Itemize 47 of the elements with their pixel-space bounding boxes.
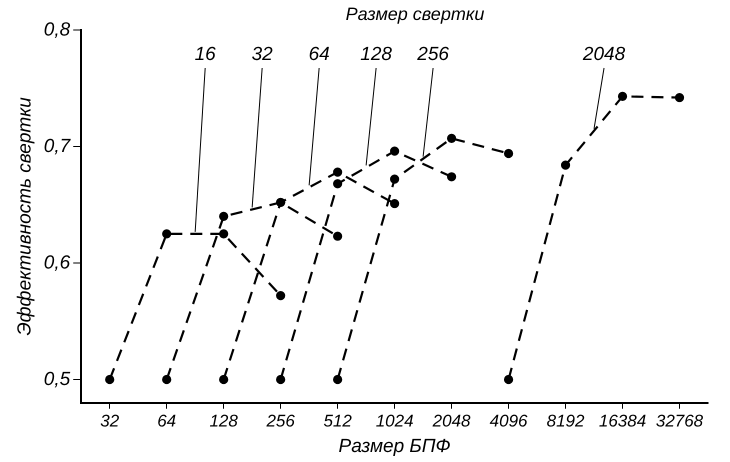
- point: [276, 198, 286, 208]
- point: [276, 374, 286, 384]
- point: [105, 374, 114, 384]
- y-tick-label: 0,7: [44, 136, 72, 157]
- text: 128: [360, 44, 392, 65]
- x-tick-label: 32768: [656, 412, 704, 431]
- x-tick-label: 2048: [432, 412, 472, 431]
- x-tick-label: 16384: [598, 412, 646, 431]
- point: [162, 229, 172, 238]
- point: [333, 232, 342, 241]
- point: [276, 291, 286, 300]
- point: [674, 92, 684, 102]
- x-tick-label: 256: [265, 412, 296, 431]
- x-tick-label: 1024: [376, 412, 414, 431]
- x-tick-label: 4096: [490, 412, 528, 431]
- text: 256: [416, 44, 450, 65]
- text: 64: [308, 44, 330, 65]
- point: [618, 92, 628, 102]
- point: [504, 148, 514, 158]
- point: [504, 374, 514, 384]
- point: [333, 179, 342, 188]
- text: 16: [194, 44, 216, 65]
- legend-title: Размер свертки: [346, 4, 484, 24]
- y-tick-label: 0,6: [44, 252, 71, 274]
- point: [162, 374, 172, 384]
- x-tick-label: 128: [209, 412, 238, 431]
- y-tick-label: 0,5: [44, 368, 71, 390]
- point: [333, 374, 342, 384]
- x-tick-label: 64: [157, 412, 176, 431]
- x-axis-title: Размер БПФ: [338, 436, 451, 457]
- point: [390, 174, 400, 184]
- y-tick-label: 0,8: [44, 19, 71, 40]
- point: [390, 198, 400, 208]
- point: [390, 146, 400, 156]
- x-tick-label: 512: [323, 412, 352, 431]
- point: [219, 374, 228, 384]
- point: [560, 160, 570, 170]
- y-axis-title: Эффективность свертки: [14, 96, 36, 336]
- x-tick-label: 8192: [546, 412, 585, 431]
- point: [446, 134, 456, 143]
- text: 32: [252, 44, 274, 65]
- point: [219, 212, 228, 221]
- x-tick-label: 32: [100, 412, 120, 431]
- point: [446, 172, 456, 182]
- point: [219, 229, 228, 238]
- point: [333, 168, 342, 177]
- series-label: 2048: [582, 44, 626, 65]
